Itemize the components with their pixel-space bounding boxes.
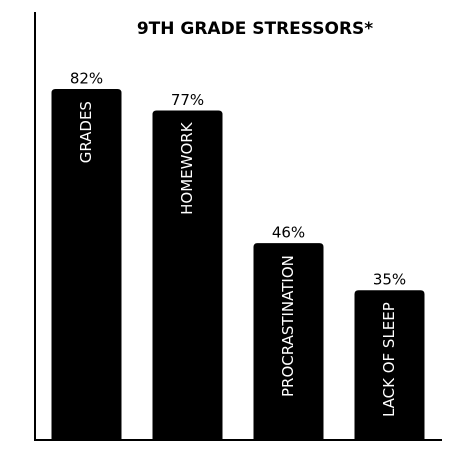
bar <box>354 290 425 440</box>
category-label: GRADES <box>77 101 95 163</box>
bar <box>152 110 223 440</box>
bar <box>253 243 324 440</box>
value-label: 35% <box>373 271 406 289</box>
category-label: PROCRASTINATION <box>279 255 297 397</box>
chart-title: 9TH GRADE STRESSORS* <box>137 19 373 39</box>
category-label: HOMEWORK <box>178 121 196 215</box>
value-label: 46% <box>272 224 305 242</box>
bar <box>51 89 122 440</box>
category-label: LACK OF SLEEP <box>380 302 398 417</box>
value-label: 77% <box>171 91 204 109</box>
value-label: 82% <box>70 70 103 88</box>
